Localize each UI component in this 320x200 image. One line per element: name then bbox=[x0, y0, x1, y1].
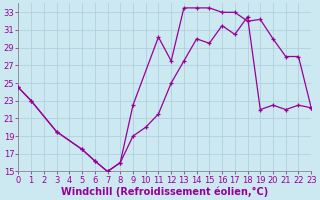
X-axis label: Windchill (Refroidissement éolien,°C): Windchill (Refroidissement éolien,°C) bbox=[61, 186, 268, 197]
